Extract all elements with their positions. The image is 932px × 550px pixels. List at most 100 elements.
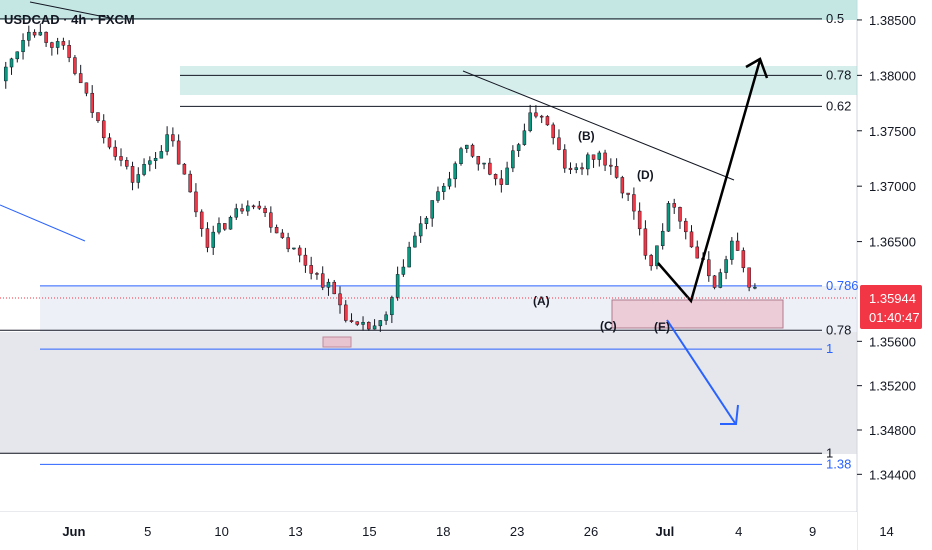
price-tick-label: 1.38000 <box>869 68 916 83</box>
candle-body <box>148 160 152 165</box>
current-price-value: 1.35944 <box>869 291 916 306</box>
candle-body <box>182 163 187 175</box>
fib-level-label: 1 <box>826 445 833 460</box>
candle-body <box>424 217 429 224</box>
candle-body <box>499 178 504 185</box>
time-tick-label: 23 <box>510 524 524 539</box>
fib-level-label: 0.786 <box>826 278 859 293</box>
candle-body <box>188 173 192 193</box>
candle-body <box>21 40 25 53</box>
candle-body <box>453 163 457 180</box>
candle-body <box>338 293 342 306</box>
candle-body <box>678 206 682 222</box>
candle-body <box>741 250 746 269</box>
candle-body <box>113 146 118 157</box>
time-tick-label: 10 <box>214 524 228 539</box>
time-axis[interactable] <box>0 512 857 550</box>
candle-body <box>297 247 302 256</box>
candle-body <box>482 162 486 165</box>
candle-body <box>257 205 262 209</box>
candle-body <box>470 144 475 157</box>
support-box-target <box>611 299 784 329</box>
candle-body <box>171 134 175 142</box>
candle-body <box>459 148 463 165</box>
current-price-tag <box>860 285 922 329</box>
candle-body <box>84 82 89 94</box>
candle-body <box>718 272 723 288</box>
time-tick-label: Jun <box>62 524 85 539</box>
candle-body <box>407 246 411 268</box>
candle-body <box>666 203 671 232</box>
candle-body <box>488 162 492 175</box>
candle-body <box>735 240 740 251</box>
candle-body <box>280 232 285 238</box>
candle-body <box>430 200 434 219</box>
price-tick-label: 1.37000 <box>869 179 916 194</box>
candle-body <box>367 322 371 330</box>
time-tick-label: 5 <box>144 524 151 539</box>
candle-body <box>90 92 94 113</box>
candle-body <box>205 228 210 248</box>
candle-body <box>119 156 123 161</box>
candle-body <box>545 116 550 126</box>
support-box-left <box>322 336 352 348</box>
time-tick-label: 4 <box>735 524 742 539</box>
candle-body <box>672 203 676 208</box>
candle-body <box>695 246 700 259</box>
candle-body <box>326 281 331 288</box>
candle-body <box>15 51 20 60</box>
price-tick-label: 1.35200 <box>869 379 916 394</box>
candle-body <box>649 255 653 267</box>
top-fib-zone <box>0 0 857 20</box>
candle-body <box>620 177 625 194</box>
time-tick-label: Jul <box>656 524 675 539</box>
upper-left-trendline <box>29 1 111 19</box>
price-tick-label: 1.37500 <box>869 124 916 139</box>
candle-body <box>159 151 164 159</box>
wave-label-b: (B) <box>578 129 595 143</box>
candle-body <box>292 247 296 250</box>
bullish-arrow-head <box>745 57 769 79</box>
candle-body <box>539 115 544 118</box>
candle-body <box>603 152 607 166</box>
candle-body <box>101 120 106 139</box>
candle-body <box>251 205 256 208</box>
candle-body <box>240 208 244 212</box>
price-tick-label: 1.35600 <box>869 334 916 349</box>
candle-body <box>78 73 83 84</box>
candle-body <box>32 31 37 36</box>
candle-body <box>315 273 319 275</box>
price-axis[interactable] <box>857 0 932 512</box>
candle-body <box>38 31 43 36</box>
time-tick-label: 9 <box>809 524 816 539</box>
candle-body <box>655 245 659 267</box>
candle-body <box>320 273 325 288</box>
candle-body <box>580 167 584 170</box>
time-tick-label: 18 <box>436 524 450 539</box>
price-tick-label: 1.34400 <box>869 467 916 482</box>
symbol-header[interactable]: USDCAD · 4h · FXCM <box>4 12 135 27</box>
candle-body <box>683 220 688 233</box>
fib-level-label: 1 <box>826 341 833 356</box>
time-axis-ticks: Jun 5 10 13 15 18 23 26 Jul 4 9 14 <box>62 524 893 539</box>
candle-body <box>614 166 619 178</box>
candle-body <box>557 137 561 150</box>
time-tick-label: 13 <box>288 524 302 539</box>
candle-body <box>361 322 365 325</box>
time-tick-label: 15 <box>362 524 376 539</box>
time-tick-label: 26 <box>584 524 598 539</box>
candle-body <box>528 112 532 132</box>
candle-body <box>586 154 590 170</box>
candle-body <box>493 174 498 180</box>
candle-body <box>349 320 354 322</box>
candle-body <box>447 178 452 187</box>
candle-body <box>27 31 31 41</box>
candle-body <box>50 42 54 48</box>
candle-body <box>142 164 146 175</box>
candle-body <box>643 228 648 256</box>
candle-body <box>505 167 509 185</box>
triangle-upper-trendline <box>462 70 735 181</box>
candle-body <box>637 210 642 230</box>
